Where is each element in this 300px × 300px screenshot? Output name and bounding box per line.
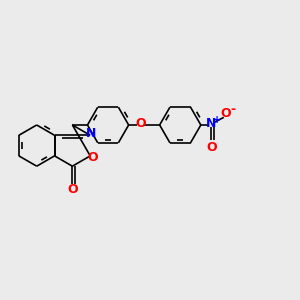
Text: -: - — [231, 103, 236, 116]
Text: O: O — [221, 107, 232, 120]
Text: O: O — [135, 117, 146, 130]
Text: N: N — [86, 127, 97, 140]
Text: O: O — [67, 183, 78, 196]
Text: +: + — [213, 115, 221, 125]
Text: N: N — [206, 117, 217, 130]
Text: O: O — [206, 141, 217, 154]
Text: O: O — [87, 151, 98, 164]
